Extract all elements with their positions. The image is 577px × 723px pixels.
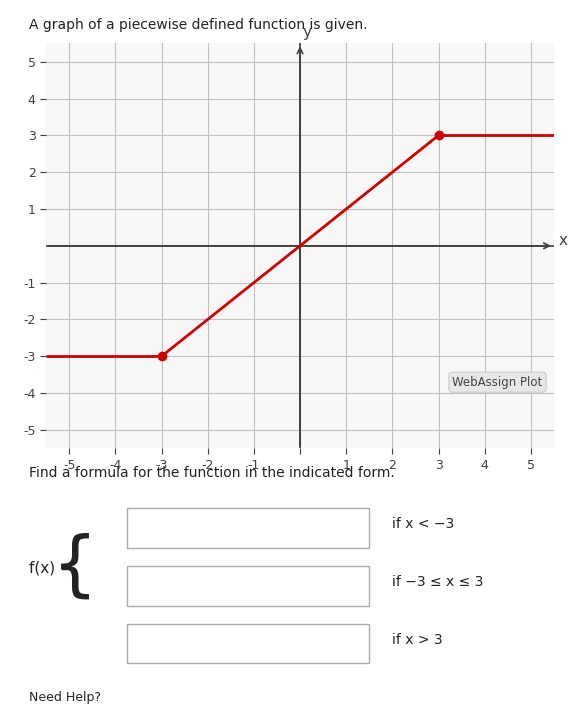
Text: y: y — [302, 25, 312, 40]
Text: Find a formula for the function in the indicated form.: Find a formula for the function in the i… — [29, 466, 395, 480]
Text: if x > 3: if x > 3 — [392, 633, 443, 647]
Text: if x < −3: if x < −3 — [392, 517, 455, 531]
Text: f(x) =: f(x) = — [29, 560, 73, 575]
Text: if −3 ≤ x ≤ 3: if −3 ≤ x ≤ 3 — [392, 575, 484, 589]
Text: x: x — [559, 233, 568, 248]
Text: Need Help?: Need Help? — [29, 691, 101, 704]
Text: WebAssign Plot: WebAssign Plot — [452, 376, 542, 389]
Text: A graph of a piecewise defined function is given.: A graph of a piecewise defined function … — [29, 18, 368, 32]
Text: {: { — [52, 533, 98, 602]
